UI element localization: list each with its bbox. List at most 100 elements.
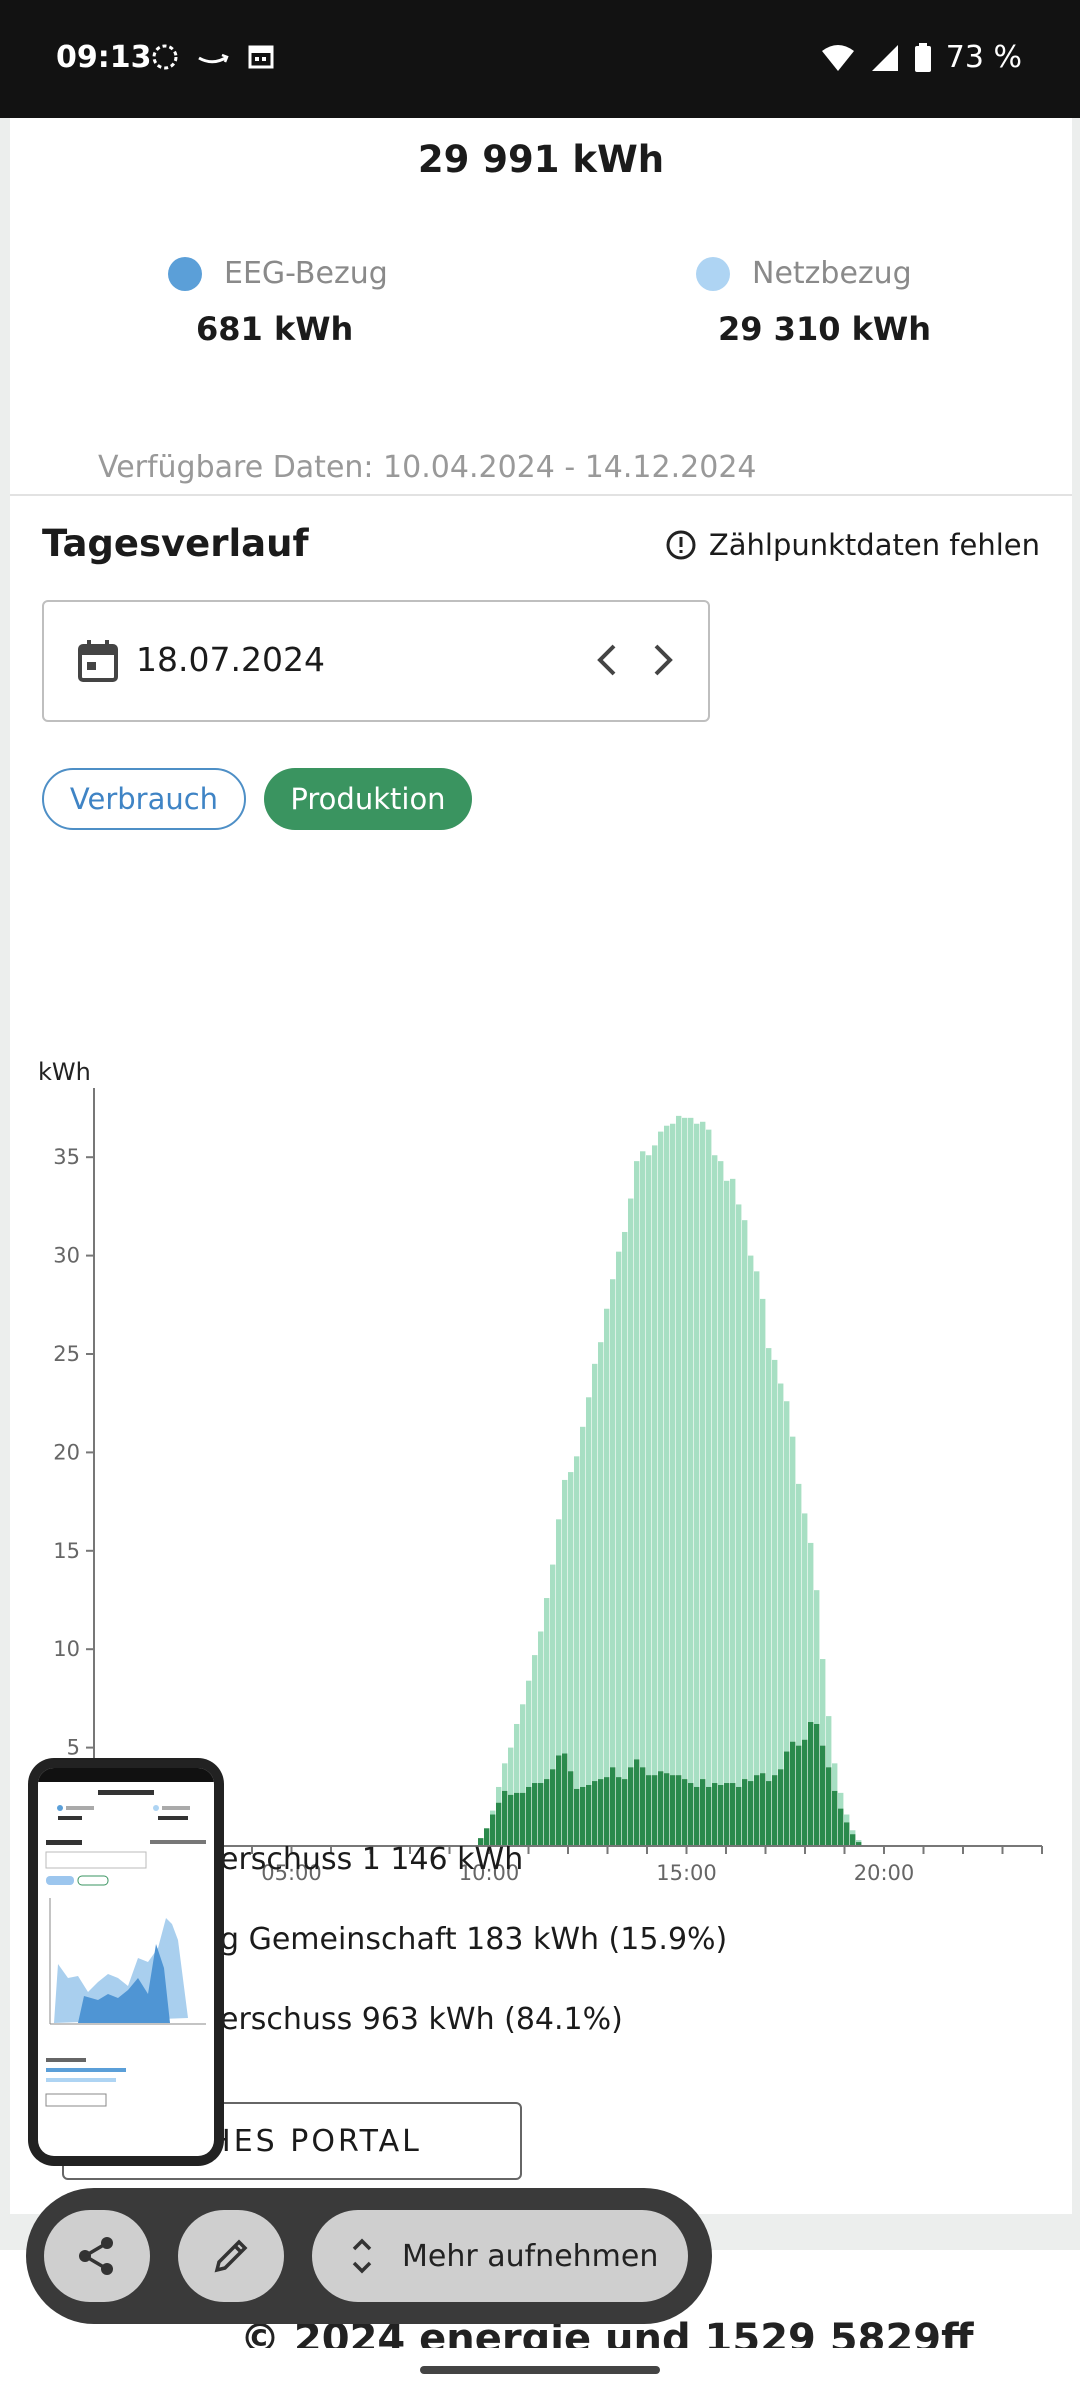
bar-community (688, 1783, 694, 1846)
bar-surplus (640, 1151, 646, 1768)
bar-community (514, 1792, 520, 1846)
bar-community (778, 1769, 784, 1846)
netz-dot (696, 256, 730, 291)
y-axis-label: kWh (38, 1058, 91, 1086)
bar-community (598, 1779, 604, 1846)
summary-surplus-remaining: erschuss 963 kWh (84.1%) (220, 2002, 623, 2037)
bar-community (670, 1775, 676, 1846)
bar-community (490, 1814, 496, 1846)
bar-surplus (628, 1198, 634, 1768)
chevron-right-icon[interactable] (648, 640, 678, 680)
bar-surplus (700, 1121, 706, 1780)
screenshot-preview[interactable] (28, 1758, 224, 2166)
calendar-icon[interactable] (76, 638, 120, 684)
bar-surplus (856, 1840, 862, 1843)
y-tick-label: 25 (53, 1342, 80, 1366)
battery-percent: 73 % (945, 40, 1022, 75)
summary-surplus-total: erschuss 1 146 kWh (220, 1842, 524, 1877)
toggle-verbrauch[interactable]: Verbrauch (42, 768, 246, 830)
bar-surplus (664, 1125, 670, 1774)
bar-community (568, 1771, 574, 1846)
eeg-dot (168, 256, 202, 291)
bar-community (634, 1759, 640, 1846)
bar-surplus (670, 1123, 676, 1776)
pencil-icon (214, 2239, 248, 2273)
bar-community (640, 1767, 646, 1846)
section-title: Tagesverlauf (42, 522, 309, 565)
alert-circle-icon (666, 530, 696, 560)
bar-surplus (742, 1220, 748, 1780)
share-icon (79, 2237, 113, 2275)
bar-surplus (676, 1115, 682, 1776)
bar-community (760, 1773, 766, 1846)
system-icons: 73 % (820, 40, 1022, 75)
bar-surplus (490, 1810, 496, 1815)
y-tick-label: 30 (53, 1244, 80, 1268)
bar-community (520, 1792, 526, 1846)
date-value[interactable]: 18.07.2024 (136, 640, 325, 679)
bar-surplus (502, 1763, 508, 1791)
bar-community (478, 1838, 484, 1846)
bar-community (484, 1828, 490, 1846)
bar-community (508, 1794, 514, 1846)
status-time: 09:13 (56, 40, 152, 75)
capture-more-button[interactable]: Mehr aufnehmen (312, 2210, 688, 2302)
bar-surplus (562, 1479, 568, 1754)
screenshot-toolbar: Mehr aufnehmen (26, 2188, 712, 2324)
share-button[interactable] (44, 2210, 150, 2302)
bar-surplus (550, 1564, 556, 1770)
bar-community (820, 1745, 826, 1846)
bar-surplus (844, 1814, 850, 1823)
bar-community (538, 1783, 544, 1846)
bar-community (850, 1834, 856, 1846)
bar-surplus (766, 1348, 772, 1782)
bar-surplus (568, 1472, 574, 1772)
bar-community (592, 1781, 598, 1846)
y-tick-label: 5 (67, 1736, 80, 1760)
bar-surplus (658, 1131, 664, 1772)
bar-community (730, 1783, 736, 1846)
bar-surplus (538, 1631, 544, 1784)
bar-surplus (556, 1519, 562, 1756)
bar-surplus (838, 1792, 844, 1809)
bar-community (580, 1786, 586, 1846)
y-tick-label: 35 (53, 1145, 80, 1169)
bar-surplus (520, 1704, 526, 1793)
bar-surplus (808, 1542, 814, 1723)
bar-surplus (514, 1723, 520, 1793)
bar-surplus (790, 1436, 796, 1742)
available-data-range: Verfügbare Daten: 10.04.2024 - 14.12.202… (98, 450, 757, 485)
bar-community (532, 1783, 538, 1846)
bar-surplus (592, 1363, 598, 1782)
bar-community (736, 1786, 742, 1846)
bar-surplus (784, 1401, 790, 1752)
wifi-icon (821, 44, 854, 71)
bar-surplus (610, 1279, 616, 1768)
chevron-left-icon[interactable] (592, 640, 622, 680)
bar-community (706, 1786, 712, 1846)
edit-button[interactable] (178, 2210, 284, 2302)
expand-vertical-icon (352, 2238, 372, 2274)
bar-surplus (832, 1763, 838, 1791)
total-consumption: 29 991 kWh (417, 138, 665, 181)
x-tick-label: 20:00 (854, 1861, 915, 1885)
bar-surplus (772, 1359, 778, 1776)
home-indicator[interactable] (420, 2366, 660, 2374)
date-picker[interactable]: 18.07.2024 (42, 600, 710, 722)
bar-community (556, 1755, 562, 1846)
bar-surplus (580, 1426, 586, 1787)
screenshot-preview-image[interactable] (38, 1768, 214, 2156)
missing-data-notice[interactable]: Zählpunktdaten fehlen (665, 528, 1040, 562)
bar-community (712, 1783, 718, 1846)
toggle-produktion[interactable]: Produktion (264, 768, 472, 830)
bar-surplus (706, 1129, 712, 1787)
bar-community (562, 1753, 568, 1846)
bar-community (658, 1771, 664, 1846)
bar-community (826, 1767, 832, 1846)
bar-community (802, 1739, 808, 1846)
status-bar: 09:13 73 % (0, 0, 1080, 118)
bar-surplus (820, 1659, 826, 1746)
bar-surplus (634, 1161, 640, 1760)
eeg-value: 681 kWh (196, 310, 354, 348)
bar-surplus (652, 1145, 658, 1776)
